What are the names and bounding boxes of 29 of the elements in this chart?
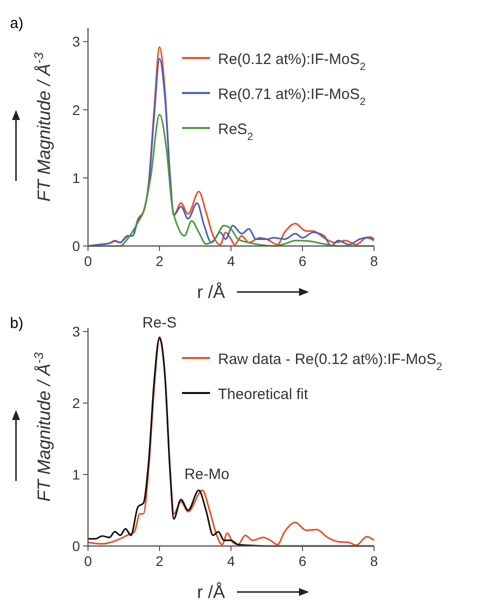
x-tick-label: 0 [84,553,92,569]
y-tick-label: 3 [72,324,80,340]
chart-title: a) [10,15,24,32]
annotation: Re-S [142,314,177,332]
chart-title: b) [10,315,24,332]
y-tick-label: 1 [72,170,80,186]
y-tick-label: 3 [72,34,80,50]
x-tick-label: 0 [84,253,92,269]
annotation: Re-Mo [184,466,230,483]
x-tick-label: 2 [156,553,164,569]
x-tick-label: 6 [298,253,307,269]
x-axis-title: r /Å [196,582,226,602]
y-tick-label: 2 [72,395,80,412]
x-axis-title: r /Å [196,282,226,302]
x-tick-label: 4 [227,253,236,269]
legend-label: Theoretical fit [218,386,309,403]
legend-label: Re(0.12 at%):IF-MoS$_{2}$ [218,51,366,73]
x-tick-label: 2 [156,253,164,269]
y-tick-label: 0 [72,238,80,254]
y-tick-label: 2 [72,102,80,118]
x-tick-label: 8 [370,253,378,269]
legend-label: Re(0.71 at%):IF-MoS$_{2}$ [218,86,366,108]
x-tick-label: 6 [298,553,307,569]
x-tick-label: 4 [227,553,236,569]
legend-label: ReS$_{2}$ [218,121,254,143]
x-tick-label: 8 [370,553,378,569]
y-tick-label: 0 [72,538,80,554]
y-tick-label: 1 [72,466,80,483]
legend-label: Raw data - Re(0.12 at%):IF-MoS$_{2}$ [218,351,442,373]
